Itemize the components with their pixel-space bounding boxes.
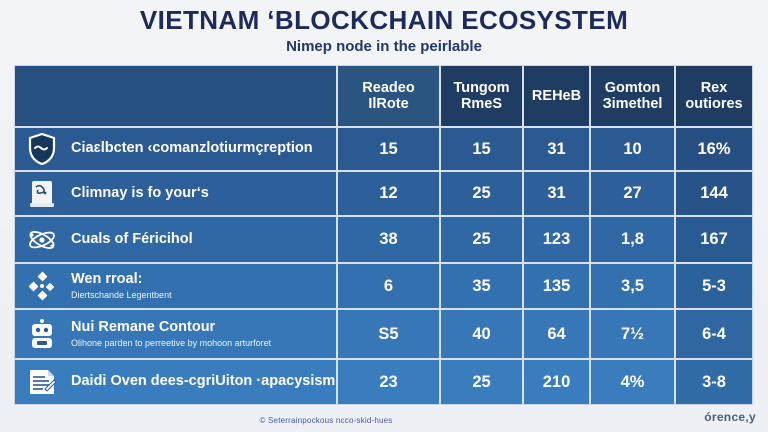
row-sublabel-text: Diertschande Legentbent: [71, 289, 172, 300]
value-cell: 38: [338, 217, 439, 262]
value-cell: 3-8: [676, 360, 752, 404]
page-subtitle: Nimep node in the peirlable: [286, 37, 482, 55]
value-cell: 15: [338, 128, 439, 170]
row-label-text: Daidi Oven dees-cgriUiton ·apacysism: [71, 373, 336, 390]
value-cell: 3,5: [591, 264, 674, 308]
value-cell: 135: [524, 264, 589, 308]
value-cell: 167: [676, 217, 752, 262]
column-header: Tungom RmeS: [441, 66, 522, 126]
footer-note: © Seterrainpockous ncco-skid-hues: [259, 416, 393, 425]
value-cell: 1,8: [591, 217, 674, 262]
table-row-label: Daidi Oven dees-cgriUiton ·apacysism: [15, 360, 336, 404]
value-cell: 25: [441, 172, 522, 215]
column-header: Rex outiores: [676, 66, 752, 126]
table-row-label: Ciaɛlbcten ‹comanzlotiurmçreption: [15, 128, 336, 170]
value-cell: 27: [591, 172, 674, 215]
value-cell: 4%: [591, 360, 674, 404]
column-header: Readeo IlRote: [338, 66, 439, 126]
value-cell: 144: [676, 172, 752, 215]
column-header: Gomton Зimethel: [591, 66, 674, 126]
value-cell: 7½: [591, 310, 674, 358]
value-cell: 23: [338, 360, 439, 404]
ecosystem-table: Readeo IlRote Tungom RmeS REHeB Gomton З…: [14, 65, 753, 405]
value-cell: 40: [441, 310, 522, 358]
value-cell: 31: [524, 128, 589, 170]
row-sublabel-text: Olihone parden to perreetive by mohoon a…: [71, 337, 272, 348]
column-header: REHeB: [524, 66, 589, 126]
row-label-text: Cuals of Féricihol: [71, 230, 193, 247]
value-cell: 16%: [676, 128, 752, 170]
row-label-text: Nui Remane Contour: [71, 319, 216, 336]
table-row-label: Nui Remane Contour Olihone parden to per…: [15, 310, 336, 358]
title-block: VIETNAM ‘BLOCKCHAIN ECOSYSTEM Nimep node…: [0, 6, 768, 55]
value-cell: 6: [338, 264, 439, 308]
value-cell: S5: [338, 310, 439, 358]
page-title: VIETNAM ‘BLOCKCHAIN ECOSYSTEM: [139, 5, 629, 35]
table-corner-cell: [15, 66, 336, 126]
row-label-text: Ciaɛlbcten ‹comanzlotiurmçreption: [71, 140, 313, 157]
value-cell: 25: [441, 217, 522, 262]
document-edit-icon: [25, 365, 59, 399]
scroll-icon: [25, 177, 59, 211]
shield-icon: [25, 132, 59, 166]
value-cell: 12: [338, 172, 439, 215]
value-cell: 6-4: [676, 310, 752, 358]
table-row-label: Cuals of Féricihol: [15, 217, 336, 262]
value-cell: 5-3: [676, 264, 752, 308]
value-cell: 35: [441, 264, 522, 308]
row-label-text: Wen rroal:: [71, 271, 143, 288]
value-cell: 210: [524, 360, 589, 404]
value-cell: 31: [524, 172, 589, 215]
network-nodes-icon: [25, 269, 59, 303]
value-cell: 64: [524, 310, 589, 358]
table-row-label: Climnay is fo your‘s: [15, 172, 336, 215]
value-cell: 123: [524, 217, 589, 262]
value-cell: 15: [441, 128, 522, 170]
value-cell: 10: [591, 128, 674, 170]
row-label-text: Climnay is fo your‘s: [71, 184, 209, 201]
value-cell: 25: [441, 360, 522, 404]
robot-icon: [25, 317, 59, 351]
atom-icon: [25, 223, 59, 257]
watermark-text: órence‚y: [704, 410, 756, 424]
table-row-label: Wen rroal: Diertschande Legentbent: [15, 264, 336, 308]
